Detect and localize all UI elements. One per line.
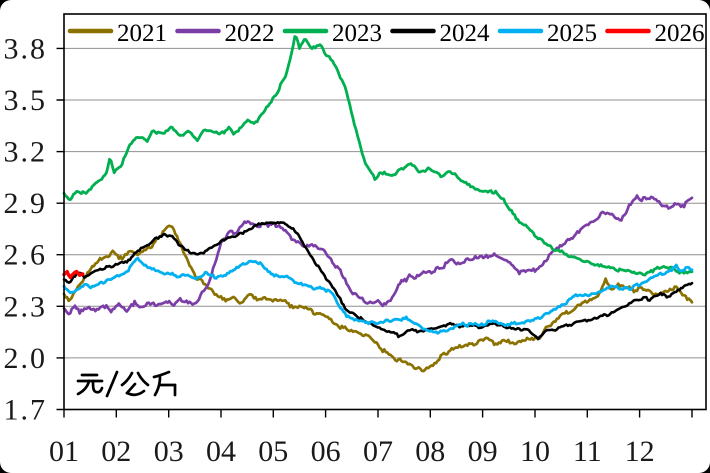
x-tick-label-08: 08 [415,435,445,468]
series-2025-line [62,256,694,335]
x-tick-label-11: 11 [573,435,602,468]
gridlines [64,47,706,359]
x-tick-label-10: 10 [520,435,550,468]
x-tick-label-04: 04 [206,435,236,468]
series-2023-line [62,35,694,277]
legend-entry-2023: 2023 [282,20,382,47]
legend-label-2026: 2026 [655,20,705,47]
x-tick-label-12: 12 [625,435,655,468]
x-tick-label-01: 01 [49,435,79,468]
y-tick-label-2.6: 2.6 [4,239,48,272]
legend-entry-2025: 2025 [497,20,597,47]
x-tick-label-07: 07 [363,435,393,468]
series-2021-line [62,224,694,373]
unit-glyph-0 [76,373,104,396]
series-2022-line [62,194,694,316]
series-group [62,35,694,373]
x-tick-label-09: 09 [468,435,498,468]
y-tick-label-2.9: 2.9 [4,187,48,220]
y-axis: 1.7 2.0 2.3 2.6 2.9 3.2 3.5 3.8 [4,32,64,427]
legend-label-2021: 2021 [117,20,167,47]
unit-glyph-3 [152,370,177,397]
series-2026-line [62,269,85,280]
y-tick-label-2.0: 2.0 [4,342,48,375]
legend-label-2024: 2024 [440,20,491,47]
legend-entry-2021: 2021 [67,20,167,47]
x-tick-label-02: 02 [101,435,131,468]
legend-label-2025: 2025 [547,20,597,47]
legend-label-2023: 2023 [332,20,382,47]
x-axis: 01 02 03 04 05 06 07 08 09 10 11 12 [49,409,693,468]
legend-entry-2024: 2024 [390,20,491,47]
x-tick-label-06: 06 [311,435,341,468]
x-tick-label-03: 03 [154,435,184,468]
y-tick-label-1.7: 1.7 [4,394,48,427]
y-tick-label-2.3: 2.3 [4,290,48,323]
unit-glyph-2 [120,371,150,397]
legend-entry-2022: 2022 [175,20,275,47]
unit-glyph-1 [105,370,119,398]
legend-label-2022: 2022 [225,20,275,47]
legend: 2021 2022 2023 2024 2025 2026 [67,20,705,47]
y-tick-label-3.5: 3.5 [4,84,48,117]
unit-label-glyphs [76,370,177,398]
y-tick-label-3.8: 3.8 [4,32,48,65]
legend-entry-2026: 2026 [605,20,705,47]
x-tick-label-05: 05 [258,435,288,468]
y-tick-label-3.2: 3.2 [4,136,48,169]
plot-border [63,13,707,411]
series-2024-line [62,221,694,341]
